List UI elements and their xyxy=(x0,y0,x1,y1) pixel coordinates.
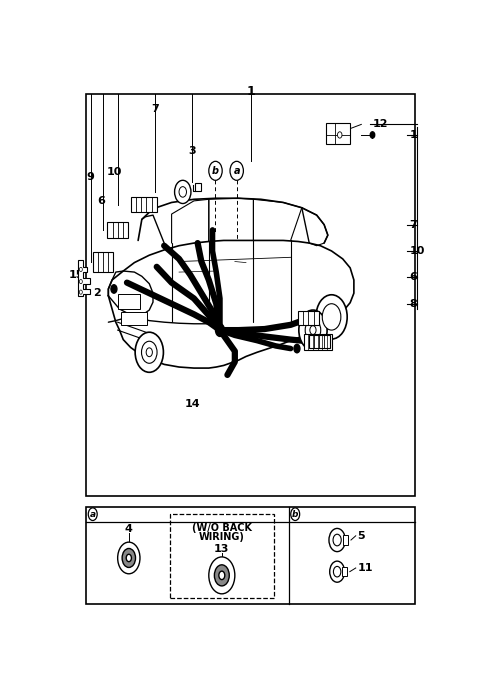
Circle shape xyxy=(291,508,300,521)
Circle shape xyxy=(135,332,163,373)
Bar xyxy=(326,123,350,145)
Bar xyxy=(86,95,415,496)
Circle shape xyxy=(230,162,243,180)
Circle shape xyxy=(209,557,235,594)
Circle shape xyxy=(305,319,321,341)
Bar xyxy=(170,514,274,598)
Polygon shape xyxy=(78,260,90,296)
Circle shape xyxy=(337,132,342,138)
Circle shape xyxy=(142,341,157,363)
Text: 2: 2 xyxy=(93,288,101,298)
Circle shape xyxy=(219,571,225,580)
Bar xyxy=(93,251,113,271)
Circle shape xyxy=(294,345,300,353)
Text: a: a xyxy=(233,166,240,176)
Bar xyxy=(86,507,415,604)
Text: (W/O BACK: (W/O BACK xyxy=(192,523,252,533)
Bar xyxy=(309,336,329,348)
Text: 11: 11 xyxy=(358,563,373,573)
Text: 12: 12 xyxy=(372,119,388,129)
Circle shape xyxy=(88,508,97,521)
Circle shape xyxy=(334,566,341,577)
Text: 13: 13 xyxy=(214,544,229,554)
Circle shape xyxy=(111,285,117,293)
Text: 5: 5 xyxy=(358,531,365,540)
Text: b: b xyxy=(212,166,219,176)
Text: 6: 6 xyxy=(97,196,105,206)
Circle shape xyxy=(370,132,375,138)
Bar xyxy=(120,312,147,325)
Text: 8: 8 xyxy=(410,299,418,309)
Bar xyxy=(195,183,201,191)
Circle shape xyxy=(175,180,191,203)
Circle shape xyxy=(316,295,347,339)
Text: 4: 4 xyxy=(125,525,133,534)
Circle shape xyxy=(209,162,222,180)
Text: 7: 7 xyxy=(410,220,418,229)
Text: 6: 6 xyxy=(410,273,418,282)
Text: 3: 3 xyxy=(188,146,196,155)
Circle shape xyxy=(216,324,225,336)
Text: a: a xyxy=(90,510,96,519)
Circle shape xyxy=(79,279,83,284)
Bar xyxy=(298,311,319,325)
Bar xyxy=(304,334,332,350)
Circle shape xyxy=(79,290,83,295)
Circle shape xyxy=(322,303,341,330)
Bar xyxy=(342,567,347,576)
Circle shape xyxy=(329,528,345,551)
Circle shape xyxy=(146,348,152,357)
Circle shape xyxy=(79,267,83,271)
Bar xyxy=(108,222,128,238)
Text: 10: 10 xyxy=(410,246,425,256)
Text: 1: 1 xyxy=(246,85,255,98)
Text: WIRING): WIRING) xyxy=(199,532,245,542)
Text: 9: 9 xyxy=(86,172,95,182)
Text: 14: 14 xyxy=(184,399,200,409)
Circle shape xyxy=(330,561,345,582)
Circle shape xyxy=(118,542,140,574)
Text: 15: 15 xyxy=(69,270,84,279)
Bar xyxy=(343,536,348,545)
Text: 1: 1 xyxy=(410,130,418,140)
Text: 10: 10 xyxy=(106,167,121,177)
Bar xyxy=(131,197,156,212)
Circle shape xyxy=(215,565,229,586)
Circle shape xyxy=(122,549,135,567)
Circle shape xyxy=(299,310,327,350)
Circle shape xyxy=(126,554,132,562)
Circle shape xyxy=(333,534,341,546)
Text: b: b xyxy=(292,510,299,519)
Circle shape xyxy=(310,325,316,334)
Circle shape xyxy=(179,186,186,197)
Text: 7: 7 xyxy=(151,103,159,114)
Bar xyxy=(118,295,140,309)
